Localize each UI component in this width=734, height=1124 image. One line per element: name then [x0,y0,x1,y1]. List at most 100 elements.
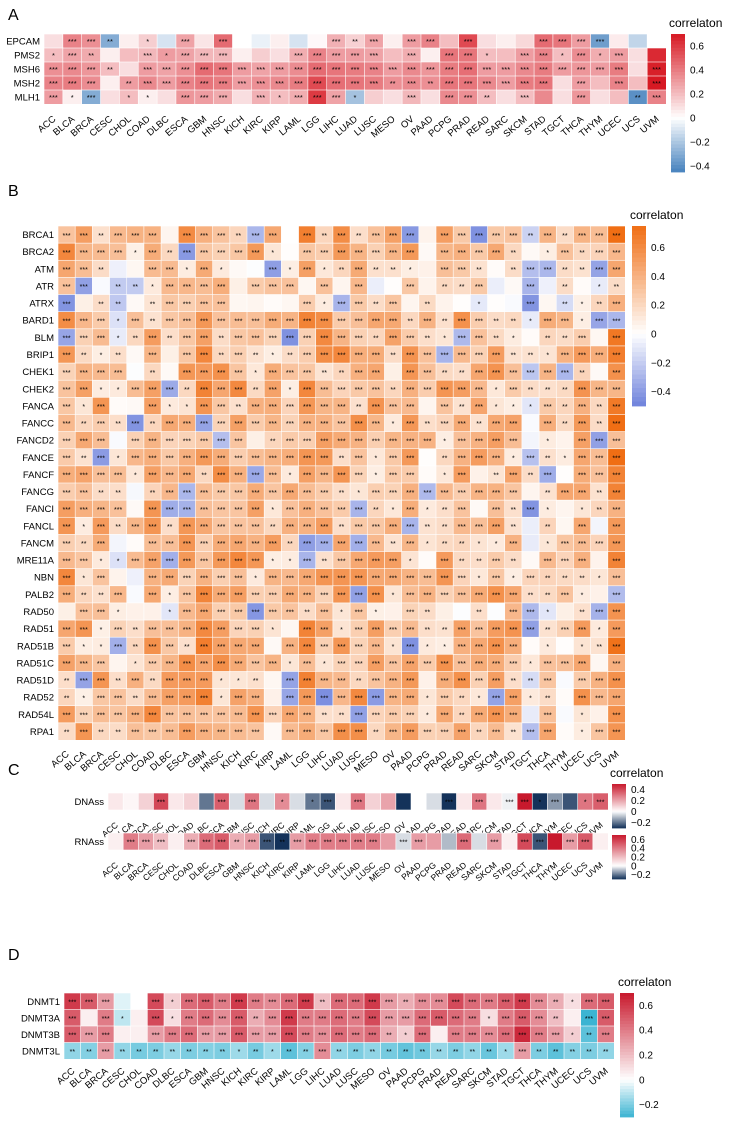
significance-stars: ** [570,1049,576,1056]
significance-stars: * [117,318,120,325]
significance-stars: *** [566,840,574,847]
legend-a [671,123,685,128]
legend-c-rnass [612,871,626,873]
significance-stars: *** [406,233,414,240]
legend-a [671,130,685,135]
legend-b [632,325,646,330]
heatmap-cell [109,259,128,278]
legend-c-dnass [612,811,626,813]
significance-stars: *** [218,999,226,1006]
significance-stars: *** [406,473,414,480]
heatmap-cell [126,602,145,621]
row-label: RAD51C [17,658,55,669]
significance-stars: *** [468,1032,476,1039]
significance-stars: *** [62,301,70,308]
heatmap-cell [251,47,271,63]
significance-stars: *** [320,438,328,445]
legend-a [671,40,685,45]
significance-stars: *** [217,593,225,600]
heatmap-cell [646,89,667,105]
significance-stars: *** [166,575,174,582]
significance-stars: * [443,473,446,480]
legend-c-rnass [612,852,626,855]
significance-stars: *** [318,1016,326,1023]
significance-stars: *** [97,421,105,428]
significance-stars: *** [200,284,208,291]
significance-stars: * [374,473,377,480]
significance-stars: ** [270,524,276,531]
significance-stars: *** [218,840,226,847]
significance-stars: *** [200,301,208,308]
significance-stars: *** [595,318,603,325]
significance-stars: *** [102,1049,110,1056]
legend-a [671,51,685,56]
heatmap-cell [382,89,403,105]
heatmap-cell [384,602,403,621]
row-label: PMS2 [14,51,40,62]
significance-stars: ** [81,541,87,548]
heatmap-cell [418,277,437,296]
significance-stars: *** [464,93,473,102]
significance-stars: *** [561,353,569,360]
significance-stars: * [546,438,549,445]
significance-stars: ** [322,558,328,565]
legend-d [620,1101,634,1105]
row-label: FANCF [23,470,54,481]
significance-stars: *** [200,387,208,394]
significance-stars: *** [355,558,363,565]
significance-stars: *** [332,37,341,46]
legend-a [671,161,685,166]
significance-stars: *** [97,456,105,463]
significance-stars: *** [468,999,476,1006]
significance-stars: *** [183,438,191,445]
significance-stars: *** [200,51,209,60]
significance-stars: *** [268,1016,276,1023]
significance-stars: *** [332,93,341,102]
significance-stars: ** [511,558,517,565]
heatmap-cell [487,277,506,296]
significance-stars: *** [355,370,363,377]
heatmap-cell [109,654,128,673]
legend-b [632,284,646,290]
significance-stars: *** [435,1016,443,1023]
significance-stars: ** [133,627,139,634]
significance-stars: *** [320,421,328,428]
significance-stars: ** [442,318,448,325]
significance-stars: ** [339,490,345,497]
significance-stars: *** [485,999,493,1006]
significance-stars: *** [612,336,620,343]
significance-stars: * [82,695,85,702]
significance-stars: *** [80,507,88,514]
significance-stars: *** [520,65,529,74]
significance-stars: *** [612,490,620,497]
significance-stars: ** [81,456,87,463]
row-label: MSH6 [14,65,40,76]
heatmap-cell [573,277,592,296]
significance-stars: ** [98,233,104,240]
significance-stars: *** [200,421,208,428]
row-label: PALB2 [25,590,54,601]
heatmap-cell [232,47,252,63]
legend-a [671,92,685,97]
significance-stars: *** [185,1016,193,1023]
legend-b [632,320,646,326]
significance-stars: *** [440,695,448,702]
legend-d [620,1030,634,1034]
legend-a [671,158,685,163]
significance-stars: *** [372,661,380,668]
significance-stars: *** [235,1032,243,1039]
legend-c-rnass [612,850,626,852]
significance-stars: *** [561,370,569,377]
significance-stars: * [127,93,130,102]
heatmap-cell [487,602,506,621]
row-label: CHEK1 [22,367,54,378]
heatmap-cell [418,671,437,690]
significance-stars: *** [148,267,156,274]
significance-stars: *** [303,558,311,565]
significance-stars: *** [251,695,259,702]
significance-stars: *** [131,421,139,428]
significance-stars: *** [577,79,586,88]
legend-tick: 0.2 [651,301,665,312]
significance-stars: *** [80,627,88,634]
significance-stars: *** [389,575,397,582]
